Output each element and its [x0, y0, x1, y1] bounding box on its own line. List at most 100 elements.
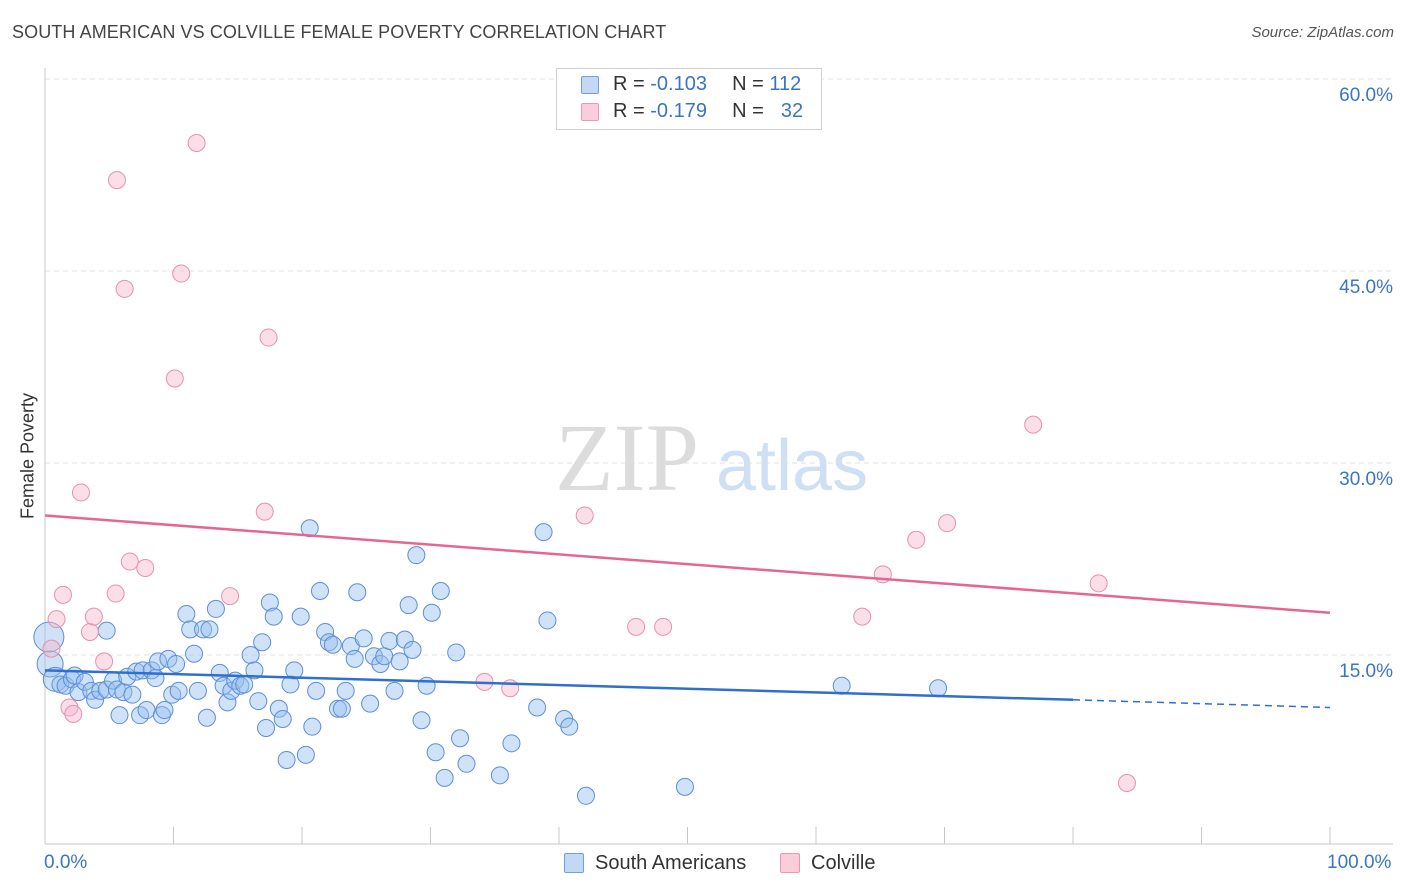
- data-point-south-americans: [323, 635, 342, 654]
- data-point-south-americans: [832, 676, 851, 695]
- data-point-south-americans: [167, 654, 186, 673]
- data-point-south-americans: [407, 546, 426, 565]
- data-point-south-americans: [241, 646, 260, 664]
- data-point-colville: [172, 264, 191, 283]
- y-tick-label: 45.0%: [1339, 277, 1393, 298]
- trend-layer: [44, 514, 1331, 709]
- data-point-colville: [187, 134, 206, 152]
- data-point-south-americans: [345, 649, 364, 668]
- trend-line-colville: [44, 514, 1331, 615]
- data-point-south-americans: [296, 745, 315, 764]
- data-point-colville: [42, 639, 61, 658]
- data-point-colville: [84, 607, 103, 626]
- data-point-south-americans: [146, 669, 165, 688]
- data-point-south-americans: [273, 710, 292, 728]
- data-point-south-americans: [86, 690, 105, 709]
- legend-n-value: 32: [780, 100, 804, 122]
- bottom-legend-swatch-pink: [780, 853, 800, 873]
- data-point-south-americans: [560, 717, 579, 736]
- data-point-south-americans: [375, 647, 394, 666]
- data-point-south-americans: [328, 699, 347, 718]
- y-tick-labels: 15.0% 30.0% 45.0% 60.0%: [1339, 85, 1393, 682]
- data-point-south-americans: [281, 675, 300, 694]
- data-point-colville: [53, 585, 72, 604]
- data-point-south-americans: [235, 675, 254, 694]
- data-point-colville: [907, 530, 926, 549]
- data-point-south-americans: [155, 701, 174, 720]
- data-point-colville: [165, 369, 184, 388]
- data-point-south-americans: [451, 729, 470, 748]
- chart-source: Source: ZipAtlas.com: [1251, 24, 1394, 41]
- legend-n-value: 112: [769, 73, 802, 95]
- data-point-south-americans: [218, 693, 237, 712]
- data-point-colville: [71, 483, 90, 502]
- data-point-south-americans: [390, 652, 409, 671]
- x-tick-label-min: 0.0%: [44, 852, 88, 873]
- data-point-south-americans: [177, 605, 196, 624]
- trend-line-south-americans-extrapolated: [1072, 699, 1331, 709]
- legend-r-label: R =: [613, 100, 645, 122]
- data-point-colville: [938, 514, 957, 533]
- data-point-colville: [259, 328, 278, 347]
- data-point-colville: [107, 171, 126, 190]
- data-point-south-americans: [336, 681, 355, 700]
- data-point-colville: [1024, 415, 1043, 434]
- watermark-zip: ZIP: [555, 404, 699, 511]
- y-tick-label: 30.0%: [1339, 469, 1393, 490]
- chart-title: SOUTH AMERICAN VS COLVILLE FEMALE POVERT…: [12, 22, 667, 42]
- watermark: ZIP atlas: [555, 404, 868, 511]
- data-point-south-americans: [538, 611, 557, 630]
- bottom-legend-swatch-blue: [564, 853, 584, 873]
- legend-r-value: -0.103: [650, 73, 707, 95]
- data-point-south-americans: [181, 620, 200, 639]
- data-point-south-americans: [502, 734, 521, 753]
- data-point-south-americans: [257, 718, 276, 737]
- legend-n-label: N =: [732, 73, 764, 95]
- data-point-colville: [627, 617, 646, 636]
- bottom-legend-label: Colville: [811, 852, 876, 874]
- data-point-south-americans: [426, 743, 445, 762]
- data-point-south-americans: [929, 679, 948, 698]
- stats-legend: R = -0.103 N = 112 R = -0.179 N = 32: [556, 68, 822, 130]
- data-point-south-americans: [137, 701, 156, 720]
- data-point-south-americans: [200, 620, 219, 639]
- data-point-colville: [654, 617, 673, 636]
- data-point-south-americans: [534, 523, 553, 542]
- data-point-colville: [1117, 774, 1136, 792]
- data-point-south-americans: [457, 754, 476, 773]
- data-point-south-americans: [269, 699, 288, 718]
- data-point-south-americans: [253, 633, 272, 652]
- data-point-south-americans: [277, 750, 296, 769]
- data-point-south-americans: [417, 676, 436, 695]
- data-point-south-americans: [364, 647, 383, 666]
- data-point-south-americans: [188, 681, 207, 700]
- data-point-south-americans: [123, 685, 142, 704]
- data-point-south-americans: [528, 698, 547, 717]
- bottom-legend-label: South Americans: [595, 852, 747, 874]
- data-point-south-americans: [169, 681, 188, 700]
- data-point-south-americans: [69, 683, 88, 702]
- data-point-south-americans: [249, 692, 268, 711]
- data-point-colville: [120, 552, 139, 571]
- legend-swatch-blue: [581, 76, 599, 94]
- data-point-south-americans: [152, 706, 171, 725]
- legend-r-label: R =: [613, 73, 645, 95]
- data-point-south-americans: [380, 631, 399, 650]
- data-point-south-americans: [361, 694, 380, 713]
- data-point-south-americans: [348, 583, 367, 602]
- data-point-colville: [115, 279, 134, 298]
- data-point-colville: [255, 502, 274, 521]
- data-point-south-americans: [197, 708, 216, 727]
- y-tick-label: 15.0%: [1339, 661, 1393, 682]
- data-point-colville: [221, 587, 240, 606]
- data-point-south-americans: [307, 681, 326, 700]
- data-point-south-americans: [399, 596, 418, 615]
- y-tick-label: 60.0%: [1339, 85, 1393, 106]
- data-point-south-americans: [490, 766, 509, 785]
- data-point-south-americans: [303, 717, 322, 736]
- data-point-south-americans: [332, 699, 351, 718]
- data-point-south-americans: [110, 706, 129, 725]
- y-axis-label: Female Poverty: [17, 392, 38, 520]
- data-point-south-americans: [291, 607, 310, 626]
